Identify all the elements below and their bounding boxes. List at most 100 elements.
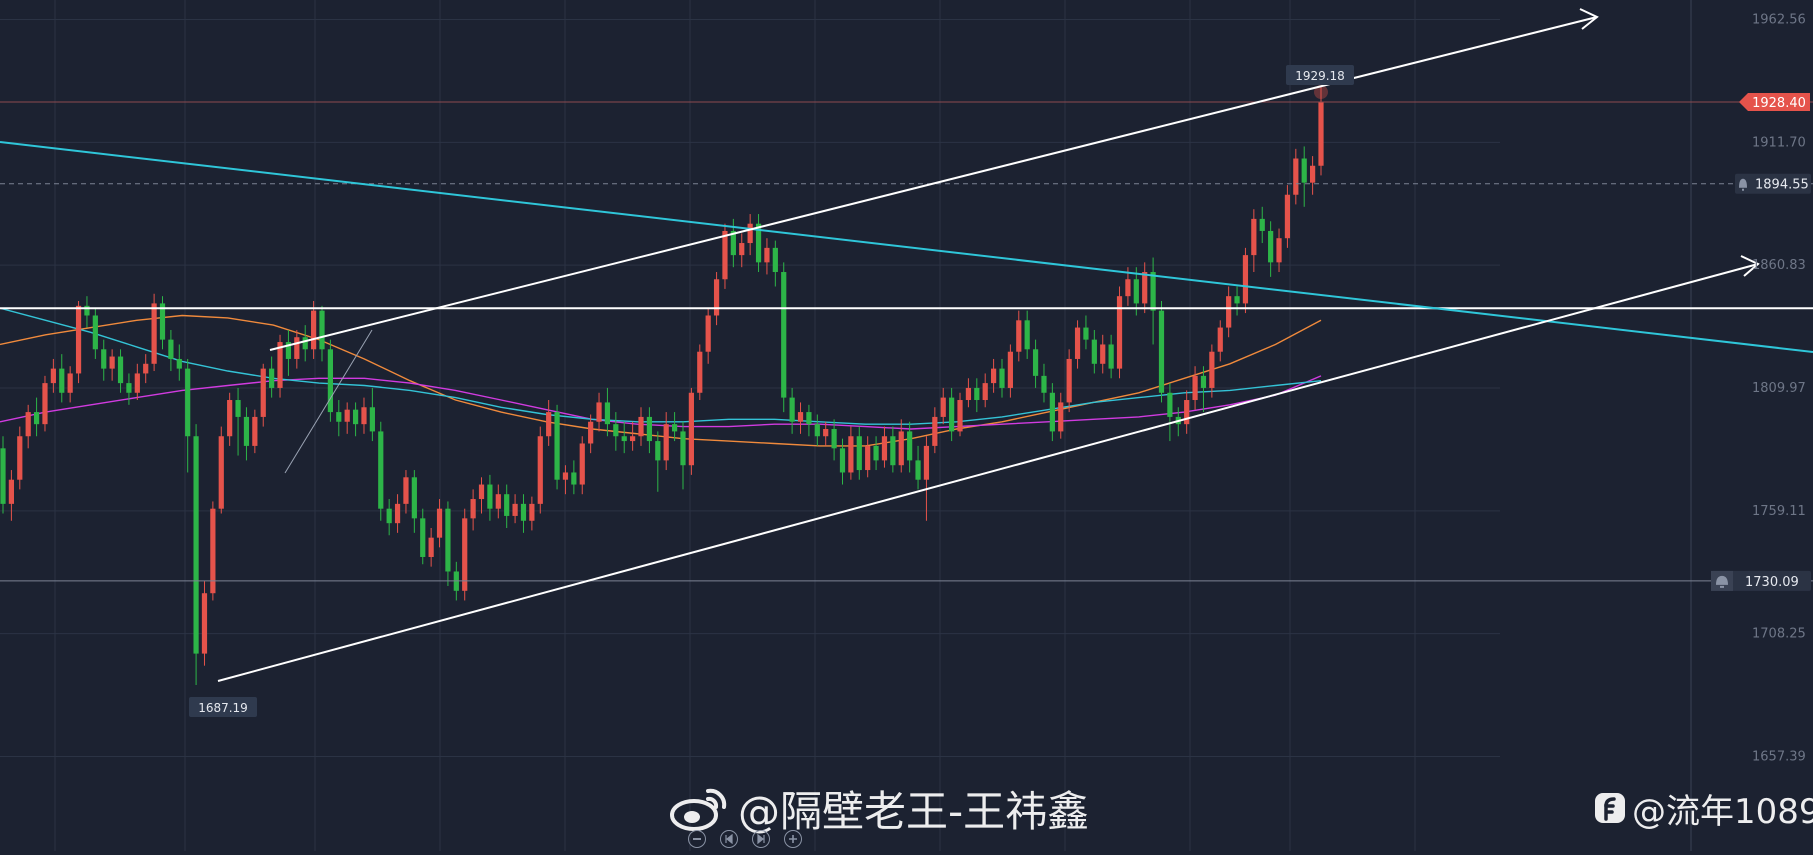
- candle-up[interactable]: [1293, 148, 1299, 205]
- candle-down[interactable]: [890, 426, 896, 473]
- candle-up[interactable]: [1284, 185, 1291, 248]
- candle-up[interactable]: [898, 419, 904, 473]
- candle-up[interactable]: [579, 436, 585, 495]
- candle-down[interactable]: [671, 412, 678, 442]
- candle-up[interactable]: [923, 436, 930, 521]
- candle-up[interactable]: [982, 373, 988, 408]
- candle-down[interactable]: [554, 404, 560, 490]
- candle-up[interactable]: [957, 392, 963, 437]
- candle-up[interactable]: [747, 214, 753, 256]
- candle-up[interactable]: [1310, 156, 1316, 195]
- candle-up[interactable]: [50, 358, 56, 393]
- candle-up[interactable]: [697, 344, 703, 401]
- candle-up[interactable]: [1192, 366, 1198, 410]
- candle-up[interactable]: [134, 363, 140, 401]
- candle-up[interactable]: [470, 489, 476, 531]
- candle-down[interactable]: [285, 329, 292, 376]
- candle-down[interactable]: [84, 296, 90, 328]
- alert-tag-upper[interactable]: 1894.55: [1735, 173, 1811, 194]
- candle-down[interactable]: [168, 329, 174, 372]
- alert-tag-lower[interactable]: 1730.09: [1711, 570, 1811, 591]
- candle-down[interactable]: [504, 484, 510, 529]
- candle-down[interactable]: [269, 356, 275, 398]
- candle-down[interactable]: [420, 508, 426, 565]
- candle-up[interactable]: [1016, 310, 1022, 362]
- candle-down[interactable]: [814, 414, 820, 446]
- candle-up[interactable]: [403, 470, 409, 514]
- candle-up[interactable]: [1058, 392, 1064, 439]
- candle-up[interactable]: [1318, 86, 1324, 176]
- candle-down[interactable]: [1268, 221, 1274, 277]
- candle-up[interactable]: [478, 477, 485, 514]
- candle-down[interactable]: [1083, 315, 1089, 350]
- candle-down[interactable]: [386, 499, 392, 536]
- candle-down[interactable]: [378, 421, 384, 521]
- candle-up[interactable]: [428, 528, 434, 567]
- candle-up[interactable]: [965, 378, 972, 408]
- candle-up[interactable]: [990, 358, 997, 393]
- candle-up[interactable]: [1242, 247, 1249, 314]
- candle-down[interactable]: [831, 419, 837, 461]
- candle-down[interactable]: [176, 344, 182, 381]
- candle-down[interactable]: [1108, 334, 1114, 379]
- candle-up[interactable]: [436, 499, 443, 548]
- candle-up[interactable]: [588, 414, 594, 454]
- candle-down[interactable]: [1150, 257, 1156, 345]
- candle-down[interactable]: [411, 470, 417, 533]
- candle-down[interactable]: [520, 494, 527, 533]
- candle-down[interactable]: [33, 397, 40, 437]
- candle-down[interactable]: [302, 325, 308, 362]
- drawn-overlays[interactable]: [0, 8, 1813, 682]
- candle-down[interactable]: [1091, 329, 1097, 374]
- zoom-in-button[interactable]: [784, 830, 802, 848]
- go-start-button[interactable]: [720, 830, 738, 848]
- candle-up[interactable]: [1074, 320, 1081, 369]
- candle-up[interactable]: [462, 508, 468, 601]
- candle-up[interactable]: [109, 349, 115, 381]
- candle-up[interactable]: [277, 334, 283, 398]
- candle-up[interactable]: [722, 223, 728, 289]
- candle-up[interactable]: [260, 363, 266, 427]
- candle-up[interactable]: [17, 426, 23, 490]
- candle-up[interactable]: [1142, 262, 1148, 314]
- candle-down[interactable]: [126, 373, 132, 405]
- candle-down[interactable]: [655, 431, 661, 492]
- candle-down[interactable]: [621, 421, 627, 454]
- candle-up[interactable]: [75, 300, 82, 384]
- candle-up[interactable]: [688, 387, 694, 475]
- candle-up[interactable]: [201, 581, 208, 666]
- candle-down[interactable]: [101, 339, 107, 381]
- candle-down[interactable]: [336, 400, 342, 437]
- candle-up[interactable]: [42, 375, 48, 432]
- candle-down[interactable]: [1301, 146, 1307, 207]
- candle-down[interactable]: [159, 296, 166, 350]
- candle-up[interactable]: [344, 402, 350, 434]
- candle-down[interactable]: [949, 387, 955, 442]
- descending-trendline[interactable]: [0, 141, 1813, 353]
- candle-down[interactable]: [680, 421, 686, 490]
- candle-up[interactable]: [562, 465, 569, 495]
- candle-down[interactable]: [907, 421, 913, 473]
- candle-down[interactable]: [352, 402, 359, 437]
- candle-down[interactable]: [755, 214, 762, 273]
- candle-up[interactable]: [25, 404, 31, 449]
- candle-up[interactable]: [764, 238, 770, 275]
- candle-down[interactable]: [185, 358, 191, 473]
- candle-down[interactable]: [974, 378, 980, 413]
- candle-up[interactable]: [1007, 344, 1013, 398]
- candle-up[interactable]: [294, 329, 300, 369]
- candle-up[interactable]: [394, 494, 401, 533]
- candle-up[interactable]: [210, 501, 216, 601]
- candle-down[interactable]: [806, 404, 812, 437]
- candle-up[interactable]: [1276, 228, 1282, 273]
- candle-down[interactable]: [0, 436, 6, 514]
- candle-down[interactable]: [1041, 363, 1047, 403]
- candle-down[interactable]: [1259, 206, 1265, 244]
- candle-up[interactable]: [151, 293, 157, 372]
- candle-up[interactable]: [529, 496, 535, 531]
- candle-up[interactable]: [865, 436, 871, 478]
- candle-up[interactable]: [227, 392, 233, 446]
- candle-down[interactable]: [445, 501, 451, 586]
- candle-down[interactable]: [235, 387, 241, 456]
